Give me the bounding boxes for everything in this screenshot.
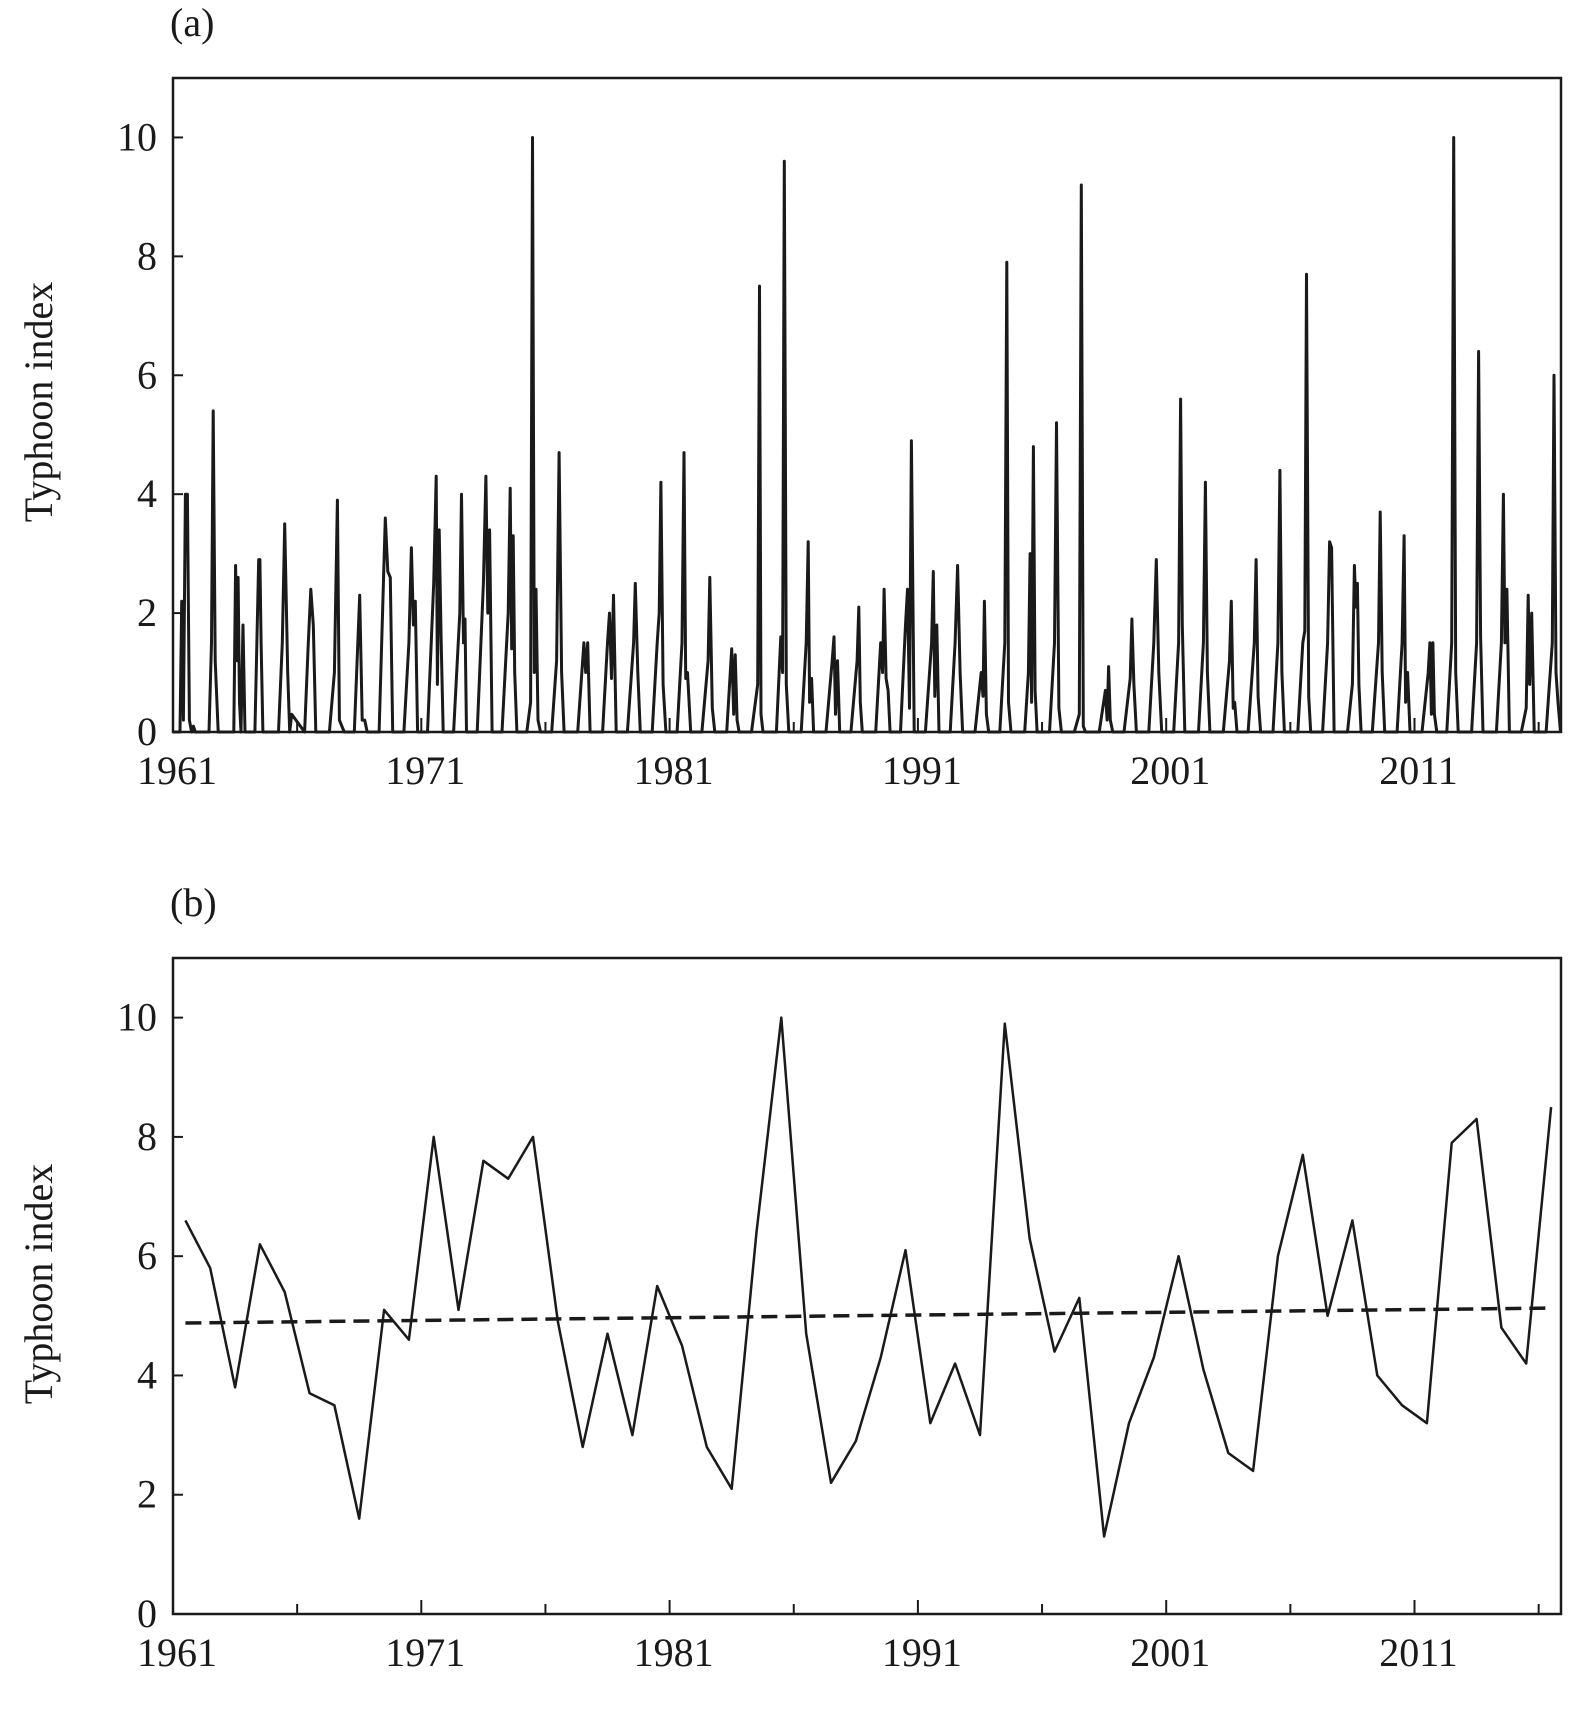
- panel-a-series: [173, 136, 1562, 734]
- y-tick-label: 2: [137, 1472, 157, 1517]
- panel-a-label: (a): [170, 0, 214, 45]
- x-tick-label: 1961: [137, 1630, 217, 1675]
- y-tick-label: 6: [137, 352, 157, 397]
- y-tick-label: 6: [137, 1233, 157, 1278]
- y-tick-label: 4: [137, 471, 157, 516]
- panel-a-y-axis-title: Typhoon index: [16, 282, 61, 523]
- panel-b-label: (b): [170, 880, 217, 925]
- trend-line: [185, 1306, 1552, 1325]
- x-tick-label: 2011: [1379, 1630, 1458, 1675]
- series-line: [173, 136, 1562, 734]
- y-tick-label: 8: [137, 233, 157, 278]
- x-tick-label: 1961: [137, 748, 217, 793]
- panel-a-y-axis: 0 2 4 6 8 10: [117, 114, 183, 754]
- y-tick-label: 10: [117, 114, 157, 159]
- series-line: [184, 1016, 1553, 1538]
- x-tick-label: 1991: [882, 748, 962, 793]
- x-tick-label: 2001: [1130, 748, 1210, 793]
- panel-b-y-axis-title: Typhoon index: [16, 1164, 61, 1405]
- y-tick-label: 0: [137, 709, 157, 754]
- y-tick-label: 10: [117, 995, 157, 1040]
- panel-a-x-axis: 1961 1971 1981 1991 2001 2011: [137, 718, 1540, 793]
- y-tick-label: 2: [137, 590, 157, 635]
- panel-b-y-axis: 0 2 4 6 8 10: [117, 995, 183, 1636]
- panel-b-series: [184, 1016, 1553, 1538]
- x-tick-label: 1981: [634, 1630, 714, 1675]
- y-tick-label: 8: [137, 1114, 157, 1159]
- x-tick-label: 2001: [1130, 1630, 1210, 1675]
- x-tick-label: 1991: [882, 1630, 962, 1675]
- y-tick-label: 0: [137, 1591, 157, 1636]
- panel-b-x-axis: 1961 1971 1981 1991 2001 2011: [137, 1600, 1540, 1675]
- panel-b-plot-frame: [171, 956, 1563, 1616]
- x-tick-label: 2011: [1379, 748, 1458, 793]
- x-tick-label: 1971: [385, 1630, 465, 1675]
- x-tick-label: 1971: [385, 748, 465, 793]
- x-tick-label: 1981: [634, 748, 714, 793]
- y-tick-label: 4: [137, 1352, 157, 1397]
